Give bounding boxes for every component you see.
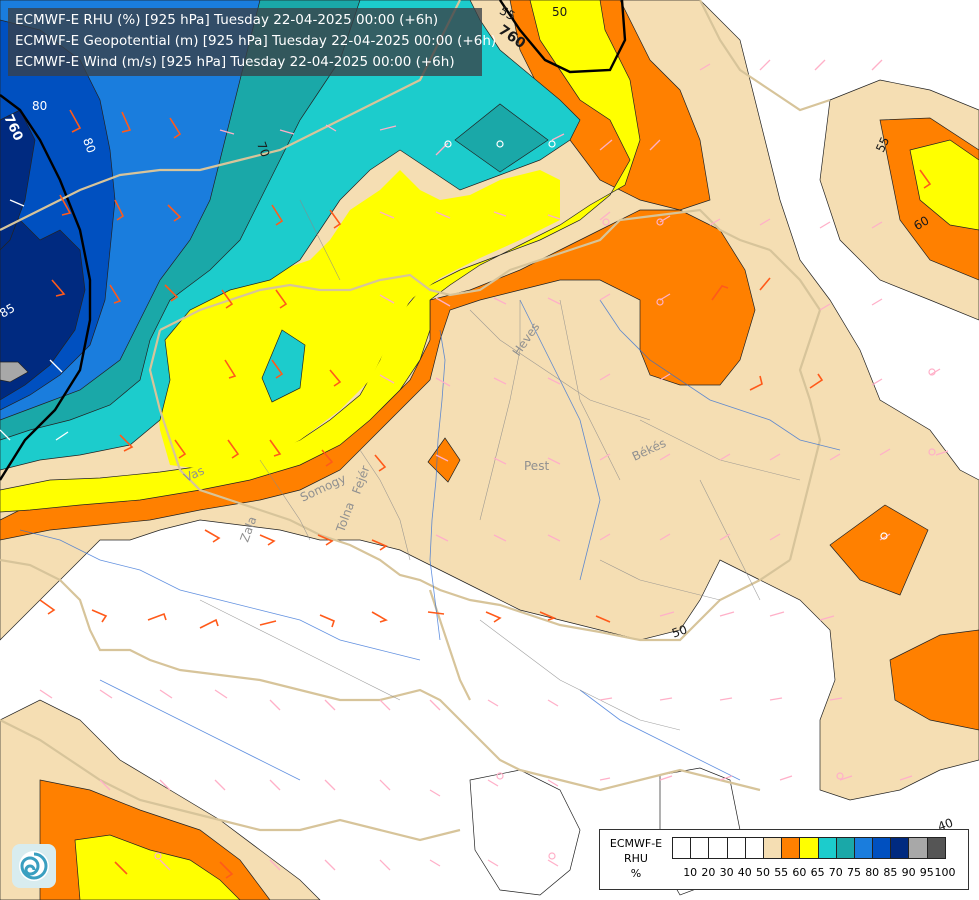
contour-label: 50: [670, 622, 689, 640]
wind-title: ECMWF-E Wind (m/s) [925 hPa] Tuesday 22-…: [15, 54, 455, 70]
logo: [12, 844, 56, 888]
legend-swatch: [817, 837, 837, 859]
geopotential-title: ECMWF-E Geopotential (m) [925 hPa] Tuesd…: [15, 33, 497, 49]
contour-label: 70: [254, 140, 272, 159]
legend-tick-label: 65: [810, 866, 825, 879]
map-info-box: ECMWF-E RHU (%) [925 hPa] Tuesday 22-04-…: [8, 8, 496, 76]
legend-swatch: [690, 837, 710, 859]
legend-tick-label: 10: [683, 866, 698, 879]
legend-tick-label: 60: [792, 866, 807, 879]
legend-title-line: %: [630, 867, 642, 880]
rhu-region-60-65: [0, 0, 641, 513]
country-borders: [0, 0, 831, 842]
legend-tick-label: 85: [883, 866, 898, 879]
contour-label: 50: [552, 5, 567, 19]
color-legend: ECMWF-E RHU % 10 20 30 40 50 55 60 65 70 75 80 85 90…: [599, 829, 969, 890]
legend-swatch: [835, 837, 855, 859]
legend-tick-label: 100: [934, 866, 956, 879]
legend-tick-label: 75: [847, 866, 861, 879]
legend-swatch: [744, 837, 764, 859]
legend-tick-label: 50: [756, 866, 770, 879]
legend-swatch: [726, 837, 746, 859]
contour-label: 80: [80, 136, 98, 155]
legend-swatch: [890, 837, 910, 859]
legend-swatch: [872, 837, 892, 859]
legend-swatch: [853, 837, 874, 859]
legend-tick-label: 80: [865, 866, 880, 879]
legend-swatch: [708, 837, 728, 859]
swirl-icon: [19, 851, 49, 881]
legend-tick-label: 30: [719, 866, 734, 879]
legend-title: ECMWF-E RHU %: [604, 836, 668, 881]
rivers: [19, 299, 841, 781]
legend-tick-label: 95: [919, 866, 934, 879]
legend-swatch: [799, 837, 819, 859]
calm-markers: [154, 140, 936, 860]
legend-tick-label: 70: [828, 866, 843, 879]
legend-tick-label: 20: [701, 866, 716, 879]
contour-label: 55: [873, 135, 892, 155]
legend-tick-label: 40: [737, 866, 752, 879]
rhu-title: ECMWF-E RHU (%) [925 hPa] Tuesday 22-04-…: [15, 12, 439, 28]
contour-label: 60: [911, 213, 931, 233]
legend-swatch: [908, 837, 928, 859]
legend-swatch: [781, 837, 801, 859]
legend-swatch: [672, 837, 692, 859]
legend-tick-label: 55: [774, 866, 789, 879]
legend-swatches: [672, 837, 946, 859]
legend-tick-label: 90: [901, 866, 916, 879]
legend-swatch: [762, 837, 783, 859]
legend-title-line: RHU: [624, 852, 648, 865]
contour-label: 55: [497, 3, 517, 23]
legend-title-line: ECMWF-E: [609, 837, 663, 850]
county-borders: [199, 199, 801, 731]
place-label: Pest: [524, 459, 549, 473]
legend-swatch: [926, 837, 946, 859]
wind-barbs: [0, 59, 949, 879]
legend-ticks: 10 20 30 40 50 55 60 65 70 75 80 85 90 95 100: [672, 866, 972, 880]
contour-label: 80: [32, 99, 47, 113]
